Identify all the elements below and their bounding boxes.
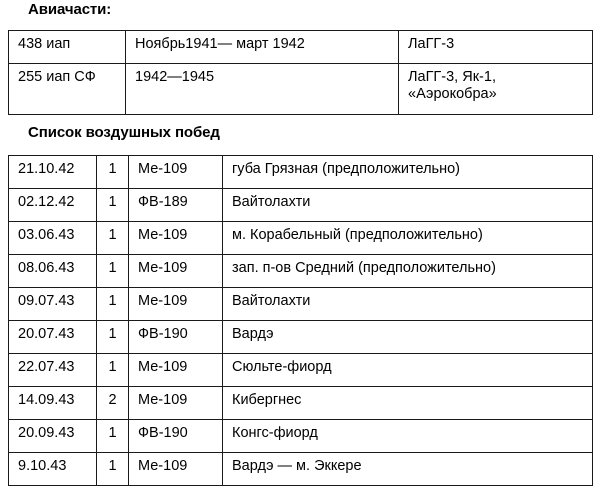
victory-date-cell: 21.10.42 [8,155,97,189]
victory-location-cell: Вардэ — м. Эккере [222,452,593,486]
period-cell: Ноябрь1941— март 1942 [125,30,399,64]
table-row: 438 иап Ноябрь1941— март 1942 ЛаГГ-3 [8,30,593,64]
victory-location-cell: Сюльте-фиорд [222,353,593,387]
victory-date-cell: 02.12.42 [8,188,97,222]
victory-count-cell: 1 [96,353,129,387]
victory-count-cell: 1 [96,155,129,189]
victories-section-heading: Список воздушных побед [28,124,220,141]
victory-aircraft-cell: Ме-109 [128,155,223,189]
victory-count-cell: 2 [96,386,129,420]
table-row: 21.10.42 1 Ме-109 губа Грязная (предположит… [8,155,593,189]
unit-cell: 438 иап [8,30,126,64]
victory-date-cell: 20.07.43 [8,320,97,354]
victory-location-cell: Кибергнес [222,386,593,420]
period-cell: 1942—1945 [125,63,399,115]
victory-location-cell: зап. п-ов Средний (предположительно) [222,254,593,288]
victory-count-cell: 1 [96,452,129,486]
table-row: 9.10.43 1 Ме-109 Вардэ — м. Эккере [8,452,593,486]
victory-count-cell: 1 [96,419,129,453]
table-row: 09.07.43 1 Ме-109 Вайтолахти [8,287,593,321]
table-row: 02.12.42 1 ФВ-189 Вайтолахти [8,188,593,222]
victory-aircraft-cell: ФВ-190 [128,419,223,453]
unit-cell: 255 иап СФ [8,63,126,115]
table-row: 14.09.43 2 Ме-109 Кибергнес [8,386,593,420]
victory-location-cell: губа Грязная (предположительно) [222,155,593,189]
aerial-victories-table: 21.10.42 1 Ме-109 губа Грязная (предположит… [8,155,593,486]
victory-count-cell: 1 [96,254,129,288]
victory-date-cell: 09.07.43 [8,287,97,321]
aircraft-cell: ЛаГГ-3 [398,30,593,64]
victory-count-cell: 1 [96,320,129,354]
victory-count-cell: 1 [96,287,129,321]
victory-date-cell: 20.09.43 [8,419,97,453]
victory-aircraft-cell: Ме-109 [128,254,223,288]
table-row: 03.06.43 1 Ме-109 м. Корабельный (предполож… [8,221,593,255]
victory-location-cell: Вайтолахти [222,188,593,222]
victory-aircraft-cell: Ме-109 [128,452,223,486]
air-units-table-body: 438 иап Ноябрь1941— март 1942 ЛаГГ-3 255… [8,30,593,115]
victory-aircraft-cell: Ме-109 [128,287,223,321]
units-section-heading: Авиачасти: [28,1,112,18]
table-row: 20.07.43 1 ФВ-190 Вардэ [8,320,593,354]
victory-count-cell: 1 [96,221,129,255]
victory-aircraft-cell: Ме-109 [128,386,223,420]
victory-date-cell: 03.06.43 [8,221,97,255]
victory-location-cell: Конгс-фиорд [222,419,593,453]
victory-location-cell: Вардэ [222,320,593,354]
aerial-victories-table-body: 21.10.42 1 Ме-109 губа Грязная (предположит… [8,155,593,486]
table-row: 08.06.43 1 Ме-109 зап. п-ов Средний (предпо… [8,254,593,288]
victory-aircraft-cell: Ме-109 [128,353,223,387]
victory-aircraft-cell: Ме-109 [128,221,223,255]
table-row: 20.09.43 1 ФВ-190 Конгс-фиорд [8,419,593,453]
aircraft-cell: ЛаГГ-3, Як-1, «Аэрокобра» [398,63,593,115]
table-row: 22.07.43 1 Ме-109 Сюльте-фиорд [8,353,593,387]
victory-location-cell: Вайтолахти [222,287,593,321]
victory-location-cell: м. Корабельный (предположительно) [222,221,593,255]
victory-aircraft-cell: ФВ-190 [128,320,223,354]
victory-date-cell: 9.10.43 [8,452,97,486]
victory-date-cell: 14.09.43 [8,386,97,420]
victory-date-cell: 08.06.43 [8,254,97,288]
air-units-table: 438 иап Ноябрь1941— март 1942 ЛаГГ-3 255… [8,30,593,115]
victory-count-cell: 1 [96,188,129,222]
victory-aircraft-cell: ФВ-189 [128,188,223,222]
victory-date-cell: 22.07.43 [8,353,97,387]
table-row: 255 иап СФ 1942—1945 ЛаГГ-3, Як-1, «Аэро… [8,63,593,115]
